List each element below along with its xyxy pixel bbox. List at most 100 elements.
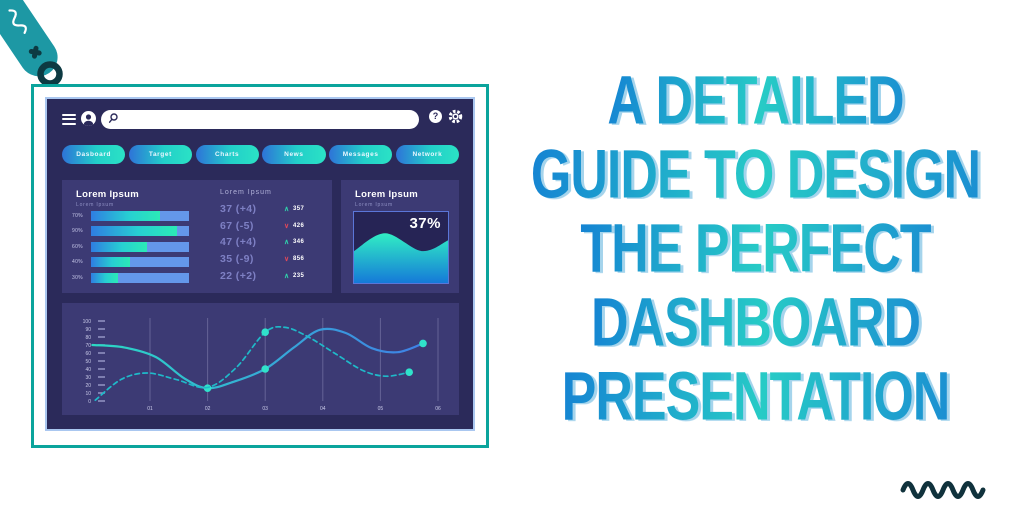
area-fill: [354, 233, 448, 283]
x-tick-label: 02: [205, 406, 211, 412]
bar-label: 90%: [72, 228, 83, 235]
card-title: Lorem Ipsum: [355, 189, 418, 200]
bar-fill: [91, 241, 147, 252]
poster-title: A DETAILED GUIDE TO DESIGN THE PERFECT D…: [503, 62, 1008, 436]
card-subtitle: Lorem Ipsum: [76, 202, 114, 208]
y-tick-label: 30: [85, 375, 91, 381]
y-tick-label: 20: [85, 383, 91, 389]
data-point-marker: [405, 368, 414, 376]
horizontal-bar-chart: 70% 90% 60% 40% 30%: [72, 211, 257, 288]
data-point-marker: [419, 339, 427, 348]
menu-icon[interactable]: [62, 114, 76, 127]
search-input[interactable]: [101, 110, 419, 129]
bar-fill: [91, 257, 131, 268]
bar-row: 60%: [72, 241, 257, 252]
bar-track: [91, 241, 189, 252]
y-tick-label: 10: [85, 391, 91, 397]
user-avatar-icon[interactable]: [81, 111, 96, 126]
bar-row: 70%: [72, 211, 257, 221]
wave-squiggle-decoration: [900, 481, 986, 499]
bar-label: 70%: [72, 213, 83, 219]
ring-icon: [37, 61, 63, 87]
bar-row: 30%: [72, 272, 257, 283]
title-line: GUIDE TO DESIGN: [530, 136, 981, 214]
plus-icon: [28, 45, 42, 59]
trend-up-icon: ∧: [284, 206, 290, 214]
card-subtitle: Lorem Ipsum: [355, 202, 393, 208]
x-tick-label: 04: [320, 406, 326, 412]
stat-secondary-value: 346: [293, 239, 305, 246]
bar-fill: [91, 272, 119, 283]
strap-squiggle-icon: [8, 9, 27, 34]
stat-row: 35 (-9) ∨ 856: [220, 251, 324, 268]
stat-row: 47 (+4) ∧ 346: [220, 234, 324, 251]
bar-track: [91, 211, 189, 221]
trend-down-icon: ∨: [284, 256, 290, 264]
nav-bar: Dasboard Target Charts News Messages Net…: [62, 145, 459, 164]
stat-main-value: 67 (-5): [220, 219, 254, 232]
nav-item-charts[interactable]: Charts: [195, 145, 259, 164]
nav-item-news[interactable]: News: [262, 145, 326, 164]
trend-down-icon: ∨: [284, 222, 290, 230]
line-chart-card: 01 02 03 04 05 06 100 90 80 70 60 50 40 30 20 10 0: [62, 303, 459, 415]
title-line: A DETAILED: [607, 62, 904, 140]
title-line: PRESENTATION: [561, 358, 951, 436]
trend-up-icon: ∧: [284, 272, 290, 280]
line-series-secondary: [94, 325, 411, 402]
bar-row: 40%: [72, 257, 257, 268]
nav-item-dasboard[interactable]: Dasboard: [62, 145, 126, 164]
title-line: DASHBOARD: [591, 284, 921, 362]
bar-row: 90%: [72, 226, 257, 237]
dashboard-panel: ? Dasboard Target Charts News Messages N…: [45, 97, 475, 431]
title-line: THE PERFECT: [580, 210, 931, 288]
bar-label: 60%: [72, 243, 83, 250]
y-tick-label: 0: [88, 399, 91, 405]
y-tick-label: 40: [85, 367, 91, 373]
bar-fill: [91, 226, 178, 237]
stats-title: Lorem Ipsum: [220, 189, 272, 196]
y-tick-label: 80: [85, 335, 91, 341]
data-point-marker: [261, 365, 269, 373]
badge-clip-decoration: [0, 0, 63, 87]
search-icon: [108, 113, 118, 123]
y-tick-label: 50: [85, 359, 91, 365]
search-bar: [101, 109, 419, 129]
bar-track: [91, 226, 189, 237]
stat-main-value: 37 (+4): [220, 203, 257, 216]
bar-label: 40%: [72, 259, 83, 266]
x-tick-label: 05: [378, 406, 384, 412]
data-point-marker: [261, 328, 269, 336]
x-tick-label: 03: [262, 406, 268, 412]
nav-item-network[interactable]: Network: [395, 145, 459, 164]
trend-up-icon: ∧: [284, 239, 290, 247]
nav-item-messages[interactable]: Messages: [329, 145, 393, 164]
bar-track: [91, 257, 189, 268]
stat-secondary-value: 235: [293, 272, 305, 279]
stat-main-value: 35 (-9): [220, 253, 254, 266]
stat-row: 67 (-5) ∨ 426: [220, 218, 324, 235]
nav-item-target[interactable]: Target: [128, 145, 192, 164]
help-icon[interactable]: ?: [429, 110, 442, 123]
bar-fill: [91, 211, 160, 221]
dashboard-frame: ? Dasboard Target Charts News Messages N…: [31, 84, 489, 448]
line-series-primary: [91, 327, 425, 390]
stat-row: 22 (+2) ∧ 235: [220, 267, 324, 284]
y-tick-label: 90: [85, 327, 91, 333]
bar-label: 30%: [72, 274, 83, 281]
settings-icon[interactable]: [447, 108, 464, 125]
stat-secondary-value: 426: [293, 222, 305, 229]
stat-main-value: 22 (+2): [220, 269, 257, 282]
stat-main-value: 47 (+4): [220, 236, 257, 249]
stat-row: 37 (+4) ∧ 357: [220, 201, 324, 218]
stat-secondary-value: 856: [293, 256, 305, 263]
bar-track: [91, 272, 189, 283]
y-tick-label: 70: [85, 343, 91, 349]
x-tick-label: 01: [147, 406, 153, 412]
x-tick-label: 06: [435, 406, 441, 412]
area-chart: [354, 233, 448, 283]
y-tick-label: 100: [83, 319, 92, 325]
gauge-card: Lorem Ipsum Lorem Ipsum 37%: [341, 180, 459, 293]
y-tick-label: 60: [85, 351, 91, 357]
